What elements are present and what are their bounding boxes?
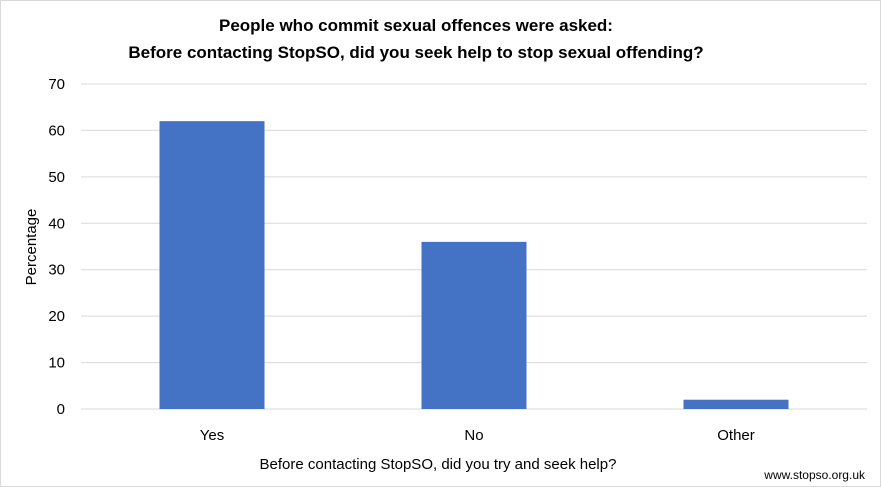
x-axis-title: Before contacting StopSO, did you try an… [260,456,617,473]
y-tick-label-10: 10 [48,355,65,372]
source-url: www.stopso.org.uk [763,468,866,482]
bar-other [683,399,789,409]
y-tick-label-20: 20 [48,308,65,325]
bars [159,121,789,410]
y-tick-label-30: 30 [48,262,65,279]
chart-title-line-2: Before contacting StopSO, did you seek h… [128,43,703,62]
chart-title-line-1: People who commit sexual offences were a… [219,16,613,35]
x-axis-ticks: Yes No Other [200,427,755,444]
x-tick-label-other: Other [717,427,755,444]
bar-no [421,241,527,409]
y-tick-label-0: 0 [57,401,65,418]
y-tick-label-70: 70 [48,76,65,93]
y-tick-label-40: 40 [48,215,65,232]
y-axis-title: Percentage [23,209,40,286]
bar-yes [159,121,265,410]
y-tick-label-50: 50 [48,169,65,186]
x-tick-label-yes: Yes [200,427,224,444]
y-tick-label-60: 60 [48,122,65,139]
y-axis-ticks: 0 10 20 30 40 50 60 70 [48,76,65,418]
x-tick-label-no: No [464,427,483,444]
